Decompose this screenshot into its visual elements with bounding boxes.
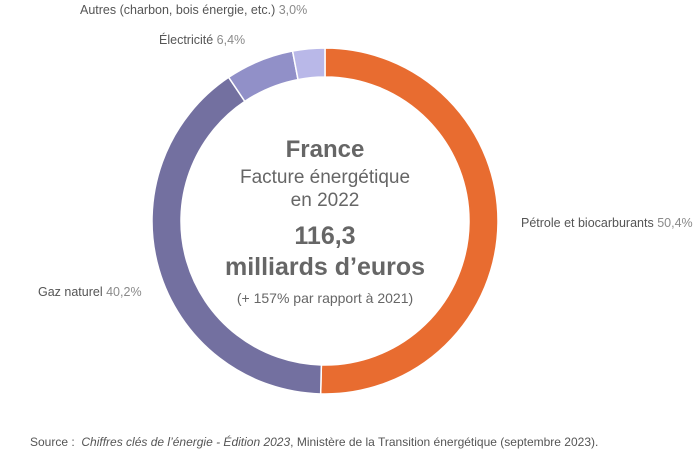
center-note: (+ 157% par rapport à 2021)	[236, 290, 414, 306]
label-petrole: Pétrole et biocarburants 50,4%	[521, 216, 693, 230]
label-autres: Autres (charbon, bois énergie, etc.) 3,0…	[80, 3, 307, 17]
center-unit: milliards d’euros	[224, 253, 426, 281]
source-prefix: Source :	[30, 435, 75, 449]
slice-value-label: 3,0%	[278, 3, 308, 17]
slice-value-label: 6,4%	[216, 33, 246, 47]
center-subtitle: Facture énergétique	[239, 167, 411, 188]
slice-label: Électricité	[159, 33, 214, 47]
center-year: en 2022	[290, 190, 360, 211]
slice-2	[227, 50, 299, 103]
slice-value-label: 50,4%	[657, 216, 693, 230]
source-note: Source : Chiffres clés de l’énergie - Éd…	[30, 435, 598, 449]
center-title: France	[285, 136, 365, 163]
slice-3	[291, 47, 326, 81]
source-title: Chiffres clés de l’énergie - Édition 202…	[81, 435, 291, 449]
slice-0	[319, 47, 499, 395]
slice-label: Pétrole et biocarburants	[521, 216, 654, 230]
label-electricite: Électricité 6,4%	[159, 33, 245, 47]
slice-label: Autres (charbon, bois énergie, etc.)	[80, 3, 276, 17]
source-rest: , Ministère de la Transition énergétique…	[290, 435, 599, 449]
label-gaz: Gaz naturel 40,2%	[38, 285, 142, 299]
slice-label: Gaz naturel	[38, 285, 103, 299]
slice-value-label: 40,2%	[106, 285, 142, 299]
center-value: 116,3	[294, 222, 356, 250]
